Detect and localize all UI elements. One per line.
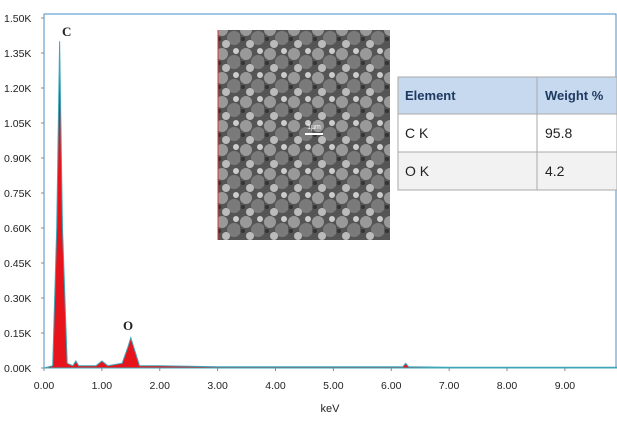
- x-tick-label: 4.00: [265, 380, 286, 392]
- y-tick-label: 1.35K: [4, 48, 31, 60]
- table-cell: O K: [405, 163, 430, 179]
- y-tick-label: 0.15K: [4, 328, 31, 340]
- spectrum-area: [43, 41, 617, 369]
- table-cell: C K: [405, 125, 429, 141]
- x-tick-label: 2.00: [150, 380, 171, 392]
- inset-image: 1µm: [217, 30, 390, 240]
- peak-label: C: [62, 24, 71, 39]
- y-tick-label: 0.45K: [4, 258, 31, 270]
- table-header: [398, 77, 617, 114]
- x-tick-label: 3.00: [207, 380, 228, 392]
- peak-label: O: [123, 318, 133, 333]
- scale-label: 1µm: [307, 124, 321, 131]
- x-tick-label: 9.00: [555, 380, 576, 392]
- y-tick-label: 1.50K: [4, 13, 31, 25]
- x-tick-label: 5.00: [323, 380, 344, 392]
- table-header-cell: Weight %: [545, 88, 604, 103]
- y-tick-label: 1.20K: [4, 83, 31, 95]
- x-axis-label: keV: [321, 403, 341, 415]
- sem-image: [218, 30, 390, 240]
- y-tick-label: 0.30K: [4, 293, 31, 305]
- results-table: Element Weight % C K 95.8 O K 4.2: [397, 76, 617, 191]
- y-tick-label: 0.90K: [4, 153, 31, 165]
- x-tick-label: 1.00: [92, 380, 113, 392]
- x-tick-label: 7.00: [439, 380, 460, 392]
- y-tick-label: 0.75K: [4, 188, 31, 200]
- table-header-cell: Element: [405, 88, 456, 103]
- table-cell: 4.2: [545, 163, 565, 179]
- y-tick-label: 0.60K: [4, 223, 31, 235]
- table-cell: 95.8: [545, 125, 572, 141]
- plot-area: [43, 41, 617, 369]
- x-tick-label: 8.00: [497, 380, 518, 392]
- y-tick-label: 1.05K: [4, 118, 31, 130]
- x-tick-label: 0.00: [34, 380, 55, 392]
- table-border: [397, 76, 617, 191]
- x-tick-label: 6.00: [381, 380, 402, 392]
- table-row: [398, 152, 617, 190]
- y-tick-label: 0.00K: [4, 363, 31, 375]
- table-row: [398, 114, 617, 152]
